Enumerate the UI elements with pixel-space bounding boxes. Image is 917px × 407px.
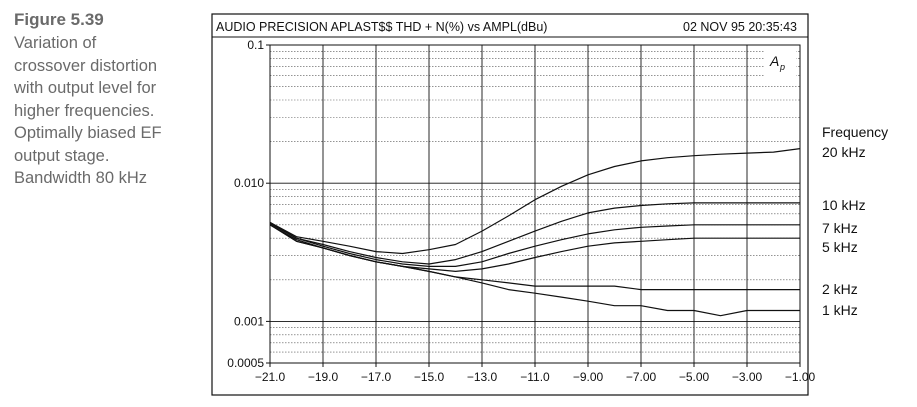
x-tick-label: −11.0 bbox=[520, 370, 550, 384]
y-axis: 0.1 0.010 0.001 0.0005 bbox=[227, 38, 270, 370]
x-tick-label: −5.00 bbox=[679, 370, 710, 384]
y-tick-label: 0.1 bbox=[247, 38, 264, 52]
legend-label: 7 kHz bbox=[822, 220, 858, 236]
y-tick-label: 0.001 bbox=[234, 314, 264, 328]
caption-line: output stage. bbox=[14, 146, 110, 165]
x-axis: −21.0 −19.0 −17.0 −15.0 −13.0 −11.0 −9.00 −7.00… bbox=[255, 363, 816, 384]
figure-caption: Figure 5.39 Variation of crossover disto… bbox=[14, 10, 204, 190]
caption-line: Bandwidth 80 kHz bbox=[14, 169, 147, 187]
x-tick-label: −19.0 bbox=[308, 370, 339, 384]
caption-line: higher frequencies. bbox=[14, 101, 155, 120]
series-lines bbox=[269, 148, 801, 317]
chart-frame bbox=[211, 13, 809, 396]
caption-line: with output level for bbox=[14, 79, 157, 97]
series-line-1khz bbox=[269, 224, 800, 317]
caption-line: Optimally biased EF bbox=[14, 124, 162, 142]
svg-text:p: p bbox=[779, 62, 785, 72]
series-line-7khz bbox=[269, 223, 800, 267]
legend-label: 20 kHz bbox=[822, 144, 866, 160]
figure-label: Figure 5.39 bbox=[14, 10, 104, 29]
chart-title: AUDIO PRECISION APLAST$$ THD + N(%) vs A… bbox=[216, 20, 547, 34]
x-tick-label: −15.0 bbox=[414, 370, 445, 384]
legend-label: 10 kHz bbox=[822, 197, 866, 213]
x-tick-label: −21.0 bbox=[255, 370, 286, 384]
caption-line: crossover distortion bbox=[14, 56, 158, 75]
legend: 20 kHz 10 kHz 7 kHz 5 kHz 2 kHz 1 kHz bbox=[822, 144, 866, 318]
series-line-20khz bbox=[269, 148, 801, 255]
series-line-10khz bbox=[269, 202, 800, 265]
x-tick-label: −13.0 bbox=[467, 370, 498, 384]
x-tick-label: −7.00 bbox=[626, 370, 657, 384]
x-tick-label: −17.0 bbox=[361, 370, 392, 384]
legend-label: 1 kHz bbox=[822, 302, 858, 318]
legend-label: 2 kHz bbox=[822, 281, 858, 297]
x-tick-label: −9.00 bbox=[573, 370, 604, 384]
x-tick-label: −1.00 bbox=[785, 370, 816, 384]
legend-title: Frequency bbox=[822, 124, 888, 140]
svg-text:A: A bbox=[769, 53, 779, 69]
caption-line: Variation of bbox=[14, 34, 97, 52]
y-tick-label: 0.0005 bbox=[227, 356, 264, 370]
chart-timestamp: 02 NOV 95 20:35:43 bbox=[683, 20, 797, 34]
x-tick-label: −3.00 bbox=[732, 370, 763, 384]
ap-logo: A p bbox=[764, 50, 796, 76]
legend-label: 5 kHz bbox=[822, 239, 858, 255]
y-tick-label: 0.010 bbox=[234, 176, 264, 190]
